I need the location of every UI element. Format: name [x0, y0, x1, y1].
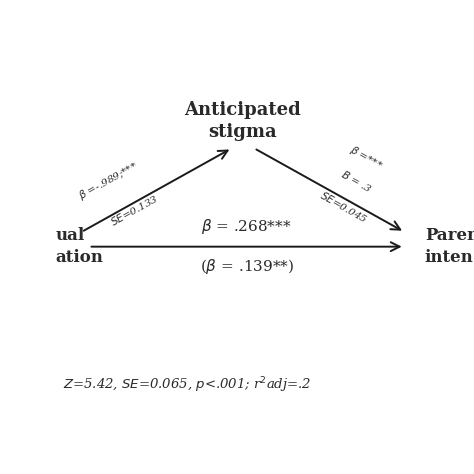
- Text: $SE$=0.133: $SE$=0.133: [109, 192, 161, 228]
- Text: $SE$=0.045: $SE$=0.045: [318, 188, 370, 225]
- Text: $Z$=5.42, $SE$=0.065, $p$<.001; r$^2$adj=.2: $Z$=5.42, $SE$=0.065, $p$<.001; r$^2$adj…: [63, 375, 311, 395]
- Text: ($\beta$ = .139**): ($\beta$ = .139**): [200, 257, 294, 276]
- Text: $\beta$ = .268***: $\beta$ = .268***: [201, 217, 292, 236]
- Text: Paren: Paren: [425, 227, 474, 244]
- Text: Anticipated: Anticipated: [184, 101, 301, 119]
- Text: $B$ = .3: $B$ = .3: [339, 167, 374, 194]
- Text: $\beta$ =***: $\beta$ =***: [347, 142, 385, 172]
- Text: inten: inten: [425, 249, 474, 266]
- Text: ation: ation: [55, 249, 103, 266]
- Text: ual: ual: [55, 227, 85, 244]
- Text: $\beta$ =-.989;***: $\beta$ =-.989;***: [77, 159, 141, 203]
- Text: stigma: stigma: [209, 123, 277, 141]
